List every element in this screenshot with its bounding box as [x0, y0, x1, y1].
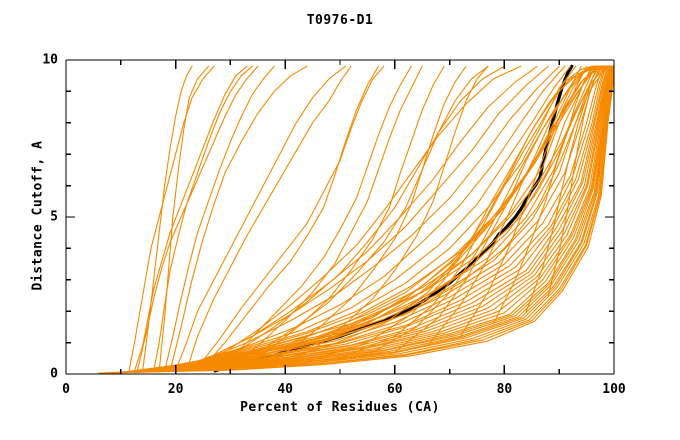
prediction-curve [98, 65, 615, 374]
prediction-curve [117, 65, 613, 373]
prediction-curve [246, 65, 445, 367]
axes-layer [65, 59, 615, 375]
prediction-curve [164, 65, 275, 372]
prediction-curve [492, 65, 615, 325]
prediction-curve [153, 65, 253, 372]
curves-layer [98, 64, 615, 374]
prediction-curve [128, 65, 610, 373]
prediction-curve [175, 65, 347, 372]
prediction-curve [158, 65, 604, 371]
x-tick-label: 100 [602, 382, 626, 397]
prediction-curve [136, 65, 601, 373]
prediction-curve [229, 65, 423, 369]
prediction-curve [262, 65, 467, 367]
prediction-curve [133, 65, 248, 372]
prediction-curve [142, 65, 193, 372]
x-tick-label: 80 [496, 382, 513, 397]
prediction-curve [169, 65, 560, 371]
y-tick-label: 0 [50, 366, 58, 382]
prediction-curve [158, 65, 571, 372]
prediction-curve [136, 65, 604, 373]
prediction-curve [120, 65, 612, 373]
prediction-curve [164, 65, 566, 371]
x-tick-label: 60 [386, 382, 403, 397]
y-tick-label: 10 [42, 52, 58, 68]
page-title: T0976-D1 [306, 13, 374, 28]
x-tick-label: 40 [277, 382, 294, 397]
prediction-curve [122, 65, 612, 373]
prediction-curve [191, 65, 522, 370]
prediction-curve [136, 65, 259, 372]
prediction-curve [229, 65, 489, 369]
prediction-curve [262, 65, 593, 366]
prediction-curve [207, 65, 505, 369]
prediction-curve [306, 65, 599, 362]
prediction-curve [131, 65, 608, 373]
prediction-curve [175, 65, 549, 370]
prediction-curve [202, 65, 379, 369]
prediction-curve [158, 65, 210, 372]
x-tick-label: 0 [62, 382, 70, 397]
x-tick-label: 20 [167, 382, 184, 397]
prediction-curve [196, 65, 385, 369]
prediction-curve [153, 65, 577, 372]
prediction-curve [235, 65, 610, 367]
prediction-curve [128, 65, 215, 372]
prediction-curve [169, 65, 308, 372]
prediction-curve [339, 65, 604, 359]
prediction-curve [218, 65, 412, 369]
y-tick-label: 5 [50, 209, 58, 225]
prediction-curve [186, 65, 352, 372]
x-axis-label: Percent of Residues (CA) [240, 400, 440, 415]
prediction-curve [133, 65, 606, 373]
